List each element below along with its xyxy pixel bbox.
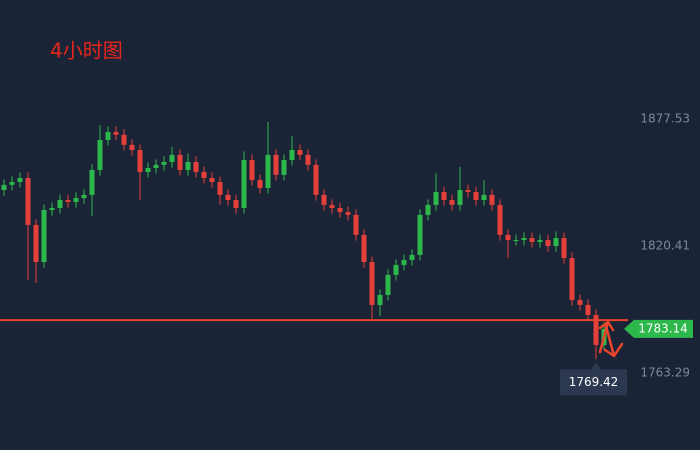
candle-body — [105, 131, 111, 140]
candle-body — [9, 182, 15, 185]
y-tick-label: 1820.41 — [640, 239, 690, 253]
candle-body — [241, 159, 247, 209]
candle-body — [337, 208, 343, 213]
candle-body — [473, 192, 479, 201]
candle-body — [305, 154, 311, 165]
last-price-label: 1783.14 — [638, 321, 688, 335]
candle-body — [313, 164, 319, 195]
candle-body — [145, 167, 151, 172]
candle-body — [417, 214, 423, 255]
candle-body — [481, 194, 487, 201]
candle-body — [585, 304, 591, 315]
candle-body — [369, 262, 375, 305]
candle-body — [521, 238, 527, 241]
candle-body — [217, 182, 223, 195]
candle-body — [289, 149, 295, 160]
candle-body — [441, 192, 447, 201]
candle-body — [553, 238, 559, 247]
candle-body — [161, 161, 167, 165]
candle-body — [529, 238, 535, 243]
candle-body — [505, 234, 511, 241]
candle-body — [513, 240, 519, 242]
candle-body — [281, 159, 287, 175]
candle-body — [569, 258, 575, 301]
candle-body — [249, 159, 255, 180]
candle-body — [73, 198, 79, 203]
candle-body — [361, 234, 367, 263]
candle-body — [257, 180, 263, 189]
candle-body — [137, 149, 143, 172]
candle-body — [449, 200, 455, 205]
candle-body — [561, 238, 567, 259]
candle-body — [177, 154, 183, 170]
candle-body — [33, 224, 39, 263]
candle-body — [345, 212, 351, 215]
candle-body — [233, 200, 239, 209]
candle-body — [113, 131, 119, 135]
candle-body — [97, 139, 103, 170]
arrows — [598, 320, 624, 358]
candle-body — [65, 200, 71, 203]
candle-body — [89, 169, 95, 195]
candle-body — [425, 204, 431, 215]
candle-body — [185, 161, 191, 170]
candle-body — [81, 194, 87, 199]
candle-body — [593, 314, 599, 345]
candle-body — [153, 164, 159, 168]
last-price-tag — [624, 319, 693, 338]
candle-body — [401, 260, 407, 265]
candle-body — [497, 204, 503, 235]
low-marker-box — [560, 362, 627, 396]
candle-body — [329, 204, 335, 209]
candle-body — [201, 171, 207, 178]
chart-title: 4小时图 — [50, 39, 123, 63]
y-tick-label: 1877.53 — [640, 112, 690, 126]
candle-body — [273, 154, 279, 175]
candle-body — [489, 194, 495, 205]
candle-body — [265, 154, 271, 189]
candle-body — [409, 254, 415, 261]
candle-body — [393, 264, 399, 275]
candle-body — [121, 134, 127, 145]
candle-body — [465, 190, 471, 193]
candle-body — [49, 208, 55, 211]
candle-body — [353, 214, 359, 235]
low-marker-label: 1769.42 — [569, 375, 619, 389]
candle-body — [457, 190, 463, 205]
y-tick-label: 1763.29 — [640, 366, 690, 380]
candle-body — [545, 240, 551, 247]
candle-body — [1, 184, 7, 191]
candle-body — [41, 210, 47, 263]
candle-body — [225, 194, 231, 201]
candle-body — [25, 177, 31, 225]
candle-body — [169, 154, 175, 162]
candle-body — [297, 149, 303, 155]
candle-body — [377, 294, 383, 305]
candle-body — [57, 200, 63, 209]
candle-body — [321, 194, 327, 205]
candle-body — [17, 177, 23, 183]
down-arrow — [603, 324, 624, 358]
candle-body — [385, 274, 391, 295]
candle-body — [129, 144, 135, 150]
candle-body — [433, 192, 439, 205]
candle-body — [537, 240, 543, 243]
candle-body — [577, 300, 583, 305]
candle-body — [193, 161, 199, 172]
candle-body — [209, 177, 215, 183]
